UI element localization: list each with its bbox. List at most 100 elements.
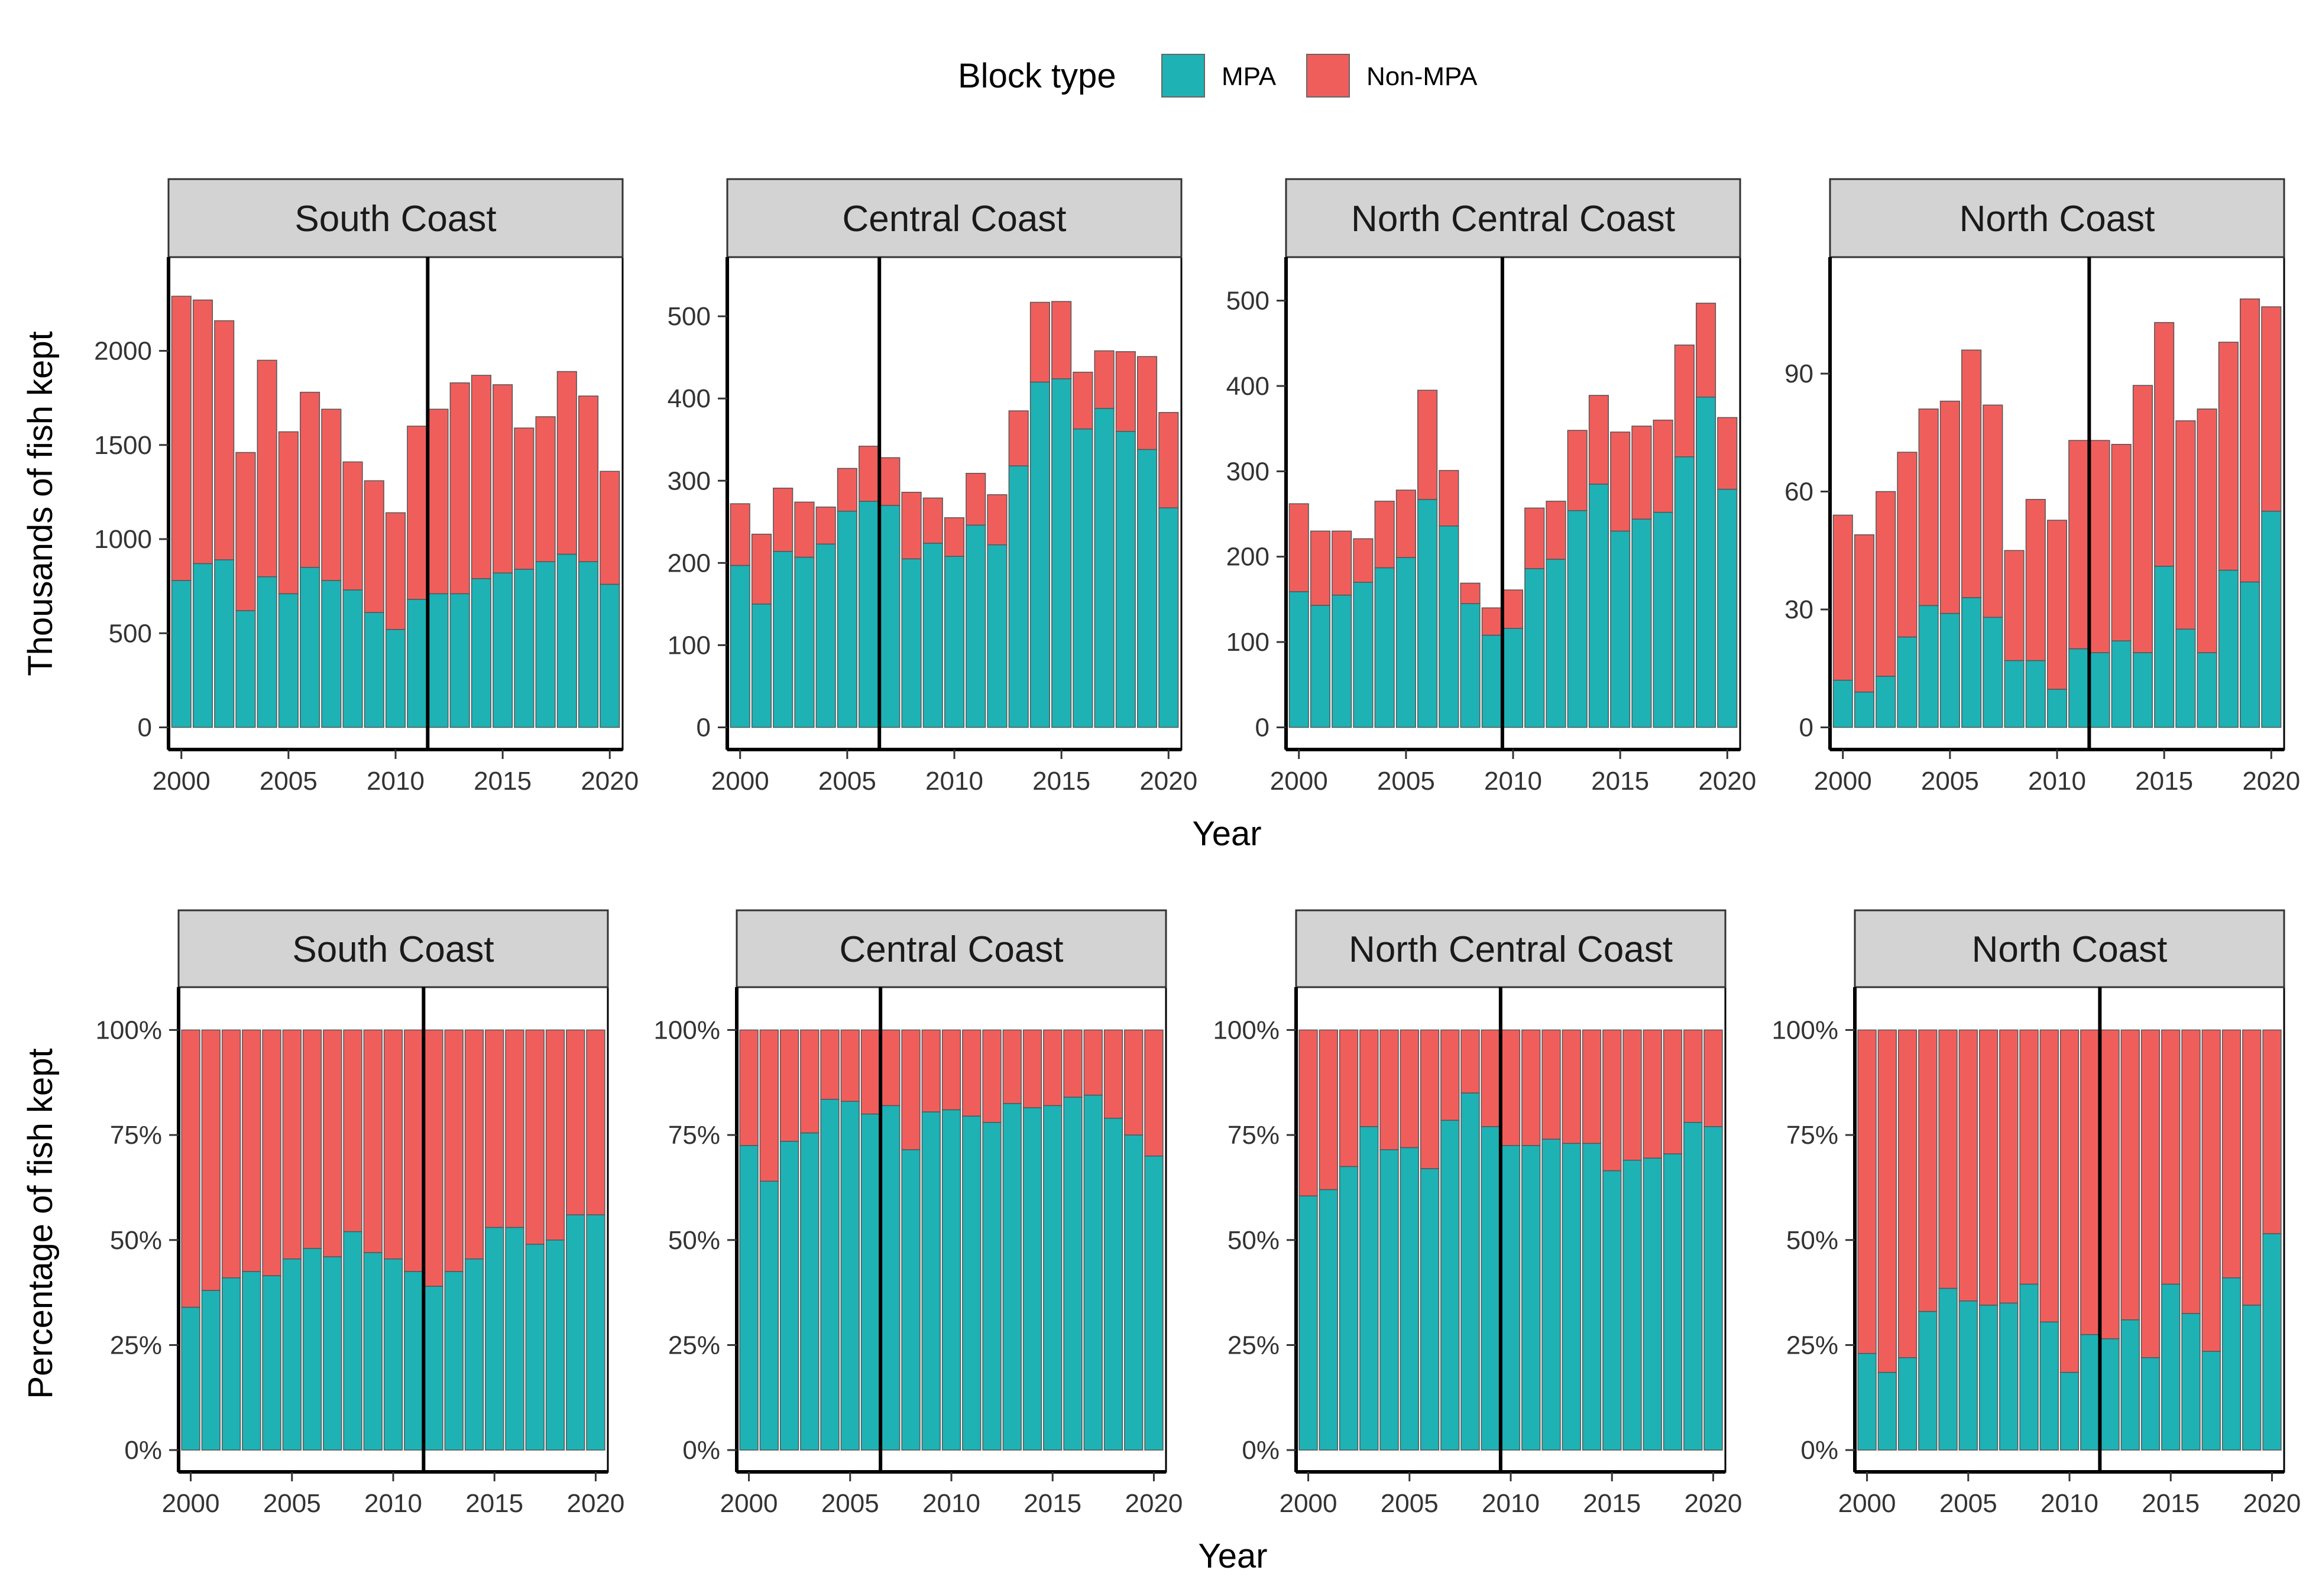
bar-non-mpa bbox=[2025, 499, 2046, 661]
bar-mpa bbox=[383, 1258, 403, 1451]
bar-mpa bbox=[171, 580, 192, 728]
y-tick-label: 100% bbox=[95, 1016, 162, 1044]
bar-non-mpa bbox=[2140, 1029, 2161, 1358]
bar-mpa bbox=[2239, 581, 2260, 728]
bar-mpa bbox=[962, 1115, 982, 1451]
bar-mpa bbox=[739, 1145, 759, 1451]
bar-mpa bbox=[471, 578, 491, 728]
panel-north-central-coast-percent: North Central Coast 0% 25% 50% 75% 100% 2000 20… bbox=[1213, 909, 1742, 1518]
y-tick-label: 200 bbox=[668, 549, 711, 578]
x-tick-label: 2020 bbox=[581, 767, 639, 796]
bar-non-mpa bbox=[578, 395, 599, 562]
bar-mpa bbox=[2100, 1338, 2120, 1451]
bar-non-mpa bbox=[1481, 1029, 1500, 1127]
bar-non-mpa bbox=[1124, 1029, 1144, 1136]
bar-mpa bbox=[2261, 511, 2282, 728]
bar-mpa bbox=[881, 1105, 901, 1451]
bar-mpa bbox=[535, 561, 556, 728]
bar-non-mpa bbox=[1115, 351, 1136, 432]
bar-non-mpa bbox=[982, 1029, 1002, 1123]
y-tick-label: 25% bbox=[1786, 1331, 1838, 1360]
bar-non-mpa bbox=[2261, 306, 2282, 512]
x-tick-label: 2005 bbox=[818, 767, 876, 796]
bar-mpa bbox=[2262, 1233, 2282, 1451]
y-tick-label: 75% bbox=[668, 1121, 720, 1150]
bar-mpa bbox=[364, 612, 384, 728]
x-tick-label: 2020 bbox=[2243, 1489, 2301, 1518]
x-tick-label: 2010 bbox=[1482, 1489, 1540, 1518]
bar-mpa bbox=[1460, 1092, 1480, 1451]
bar-non-mpa bbox=[944, 517, 965, 557]
bar-mpa bbox=[1339, 1166, 1359, 1451]
bar-non-mpa bbox=[1288, 503, 1309, 592]
y-tick-label: 100 bbox=[668, 631, 711, 660]
bar-mpa bbox=[1094, 408, 1115, 728]
bar-mpa bbox=[1939, 612, 1960, 728]
y-tick-label: 500 bbox=[668, 302, 711, 331]
bar-mpa bbox=[545, 1240, 565, 1451]
bar-non-mpa bbox=[1854, 534, 1875, 693]
bar-non-mpa bbox=[1051, 301, 1072, 379]
bar-non-mpa bbox=[343, 1029, 362, 1232]
bar-mpa bbox=[257, 576, 277, 728]
bar-mpa bbox=[2242, 1305, 2262, 1451]
bar-non-mpa bbox=[1939, 400, 1960, 614]
bar-mpa bbox=[1481, 1126, 1500, 1451]
bar-non-mpa bbox=[323, 1029, 342, 1257]
bar-mpa bbox=[1999, 1302, 2019, 1451]
bar-non-mpa bbox=[840, 1029, 860, 1102]
bar-mpa bbox=[1877, 1371, 1897, 1451]
bar-non-mpa bbox=[1877, 1029, 1897, 1373]
bar-non-mpa bbox=[1002, 1029, 1022, 1104]
bar-non-mpa bbox=[2201, 1029, 2221, 1352]
y-axis-title-count: Thousands of fish kept bbox=[21, 331, 60, 676]
bar-non-mpa bbox=[1978, 1029, 1999, 1306]
bar-non-mpa bbox=[860, 1029, 880, 1115]
bar-mpa bbox=[2140, 1357, 2161, 1451]
bar-non-mpa bbox=[987, 494, 1008, 546]
bar-non-mpa bbox=[1695, 303, 1716, 398]
bar-mpa bbox=[2059, 1371, 2080, 1451]
panel-north-coast-percent: North Coast 0% 25% 50% 75% 100% 2000 2005 2010 20… bbox=[1771, 909, 2301, 1518]
legend-key-mpa bbox=[1161, 54, 1205, 98]
x-tick-label: 2010 bbox=[367, 767, 425, 796]
bar-non-mpa bbox=[1083, 1029, 1103, 1096]
bar-non-mpa bbox=[2221, 1029, 2242, 1279]
panel-title: North Central Coast bbox=[1349, 929, 1673, 970]
bar-non-mpa bbox=[820, 1029, 840, 1100]
y-tick-label: 0 bbox=[697, 713, 711, 742]
x-tick-label: 2000 bbox=[1814, 767, 1872, 796]
bar-non-mpa bbox=[1481, 607, 1502, 636]
bar-mpa bbox=[235, 610, 256, 728]
bar-mpa bbox=[2154, 566, 2175, 728]
bar-mpa bbox=[921, 1111, 941, 1451]
bar-mpa bbox=[966, 524, 986, 728]
bar-non-mpa bbox=[321, 408, 342, 581]
x-tick-label: 2010 bbox=[364, 1489, 422, 1518]
y-tick-label: 0% bbox=[1800, 1436, 1838, 1465]
bar-non-mpa bbox=[424, 1029, 443, 1287]
bar-non-mpa bbox=[1501, 1029, 1521, 1146]
bar-non-mpa bbox=[1562, 1029, 1581, 1144]
y-tick-label: 2000 bbox=[94, 337, 152, 366]
bar-non-mpa bbox=[1876, 491, 1896, 677]
bar-non-mpa bbox=[383, 1029, 403, 1260]
bar-mpa bbox=[1439, 525, 1459, 728]
panel-title: North Coast bbox=[1960, 199, 2155, 239]
bar-mpa bbox=[343, 1231, 362, 1451]
bar-mpa bbox=[1653, 511, 1673, 728]
bar-non-mpa bbox=[1460, 582, 1481, 604]
y-tick-label: 400 bbox=[668, 384, 711, 413]
x-axis-title-count: Year bbox=[1192, 815, 1261, 853]
bar-mpa bbox=[859, 501, 879, 728]
bar-mpa bbox=[1978, 1305, 1999, 1451]
bar-mpa bbox=[794, 556, 815, 728]
legend-key-non-mpa bbox=[1306, 54, 1350, 98]
bar-non-mpa bbox=[881, 1029, 901, 1107]
y-tick-label: 0 bbox=[1255, 713, 1269, 742]
bar-mpa bbox=[1063, 1097, 1083, 1451]
bar-non-mpa bbox=[1674, 344, 1695, 458]
panel-south-coast-count: South Coast 0 500 1000 1500 2000 2000 2005 2010 2… bbox=[94, 178, 639, 796]
bar-non-mpa bbox=[1043, 1029, 1063, 1107]
x-axis-title-percent: Year bbox=[1198, 1537, 1267, 1575]
